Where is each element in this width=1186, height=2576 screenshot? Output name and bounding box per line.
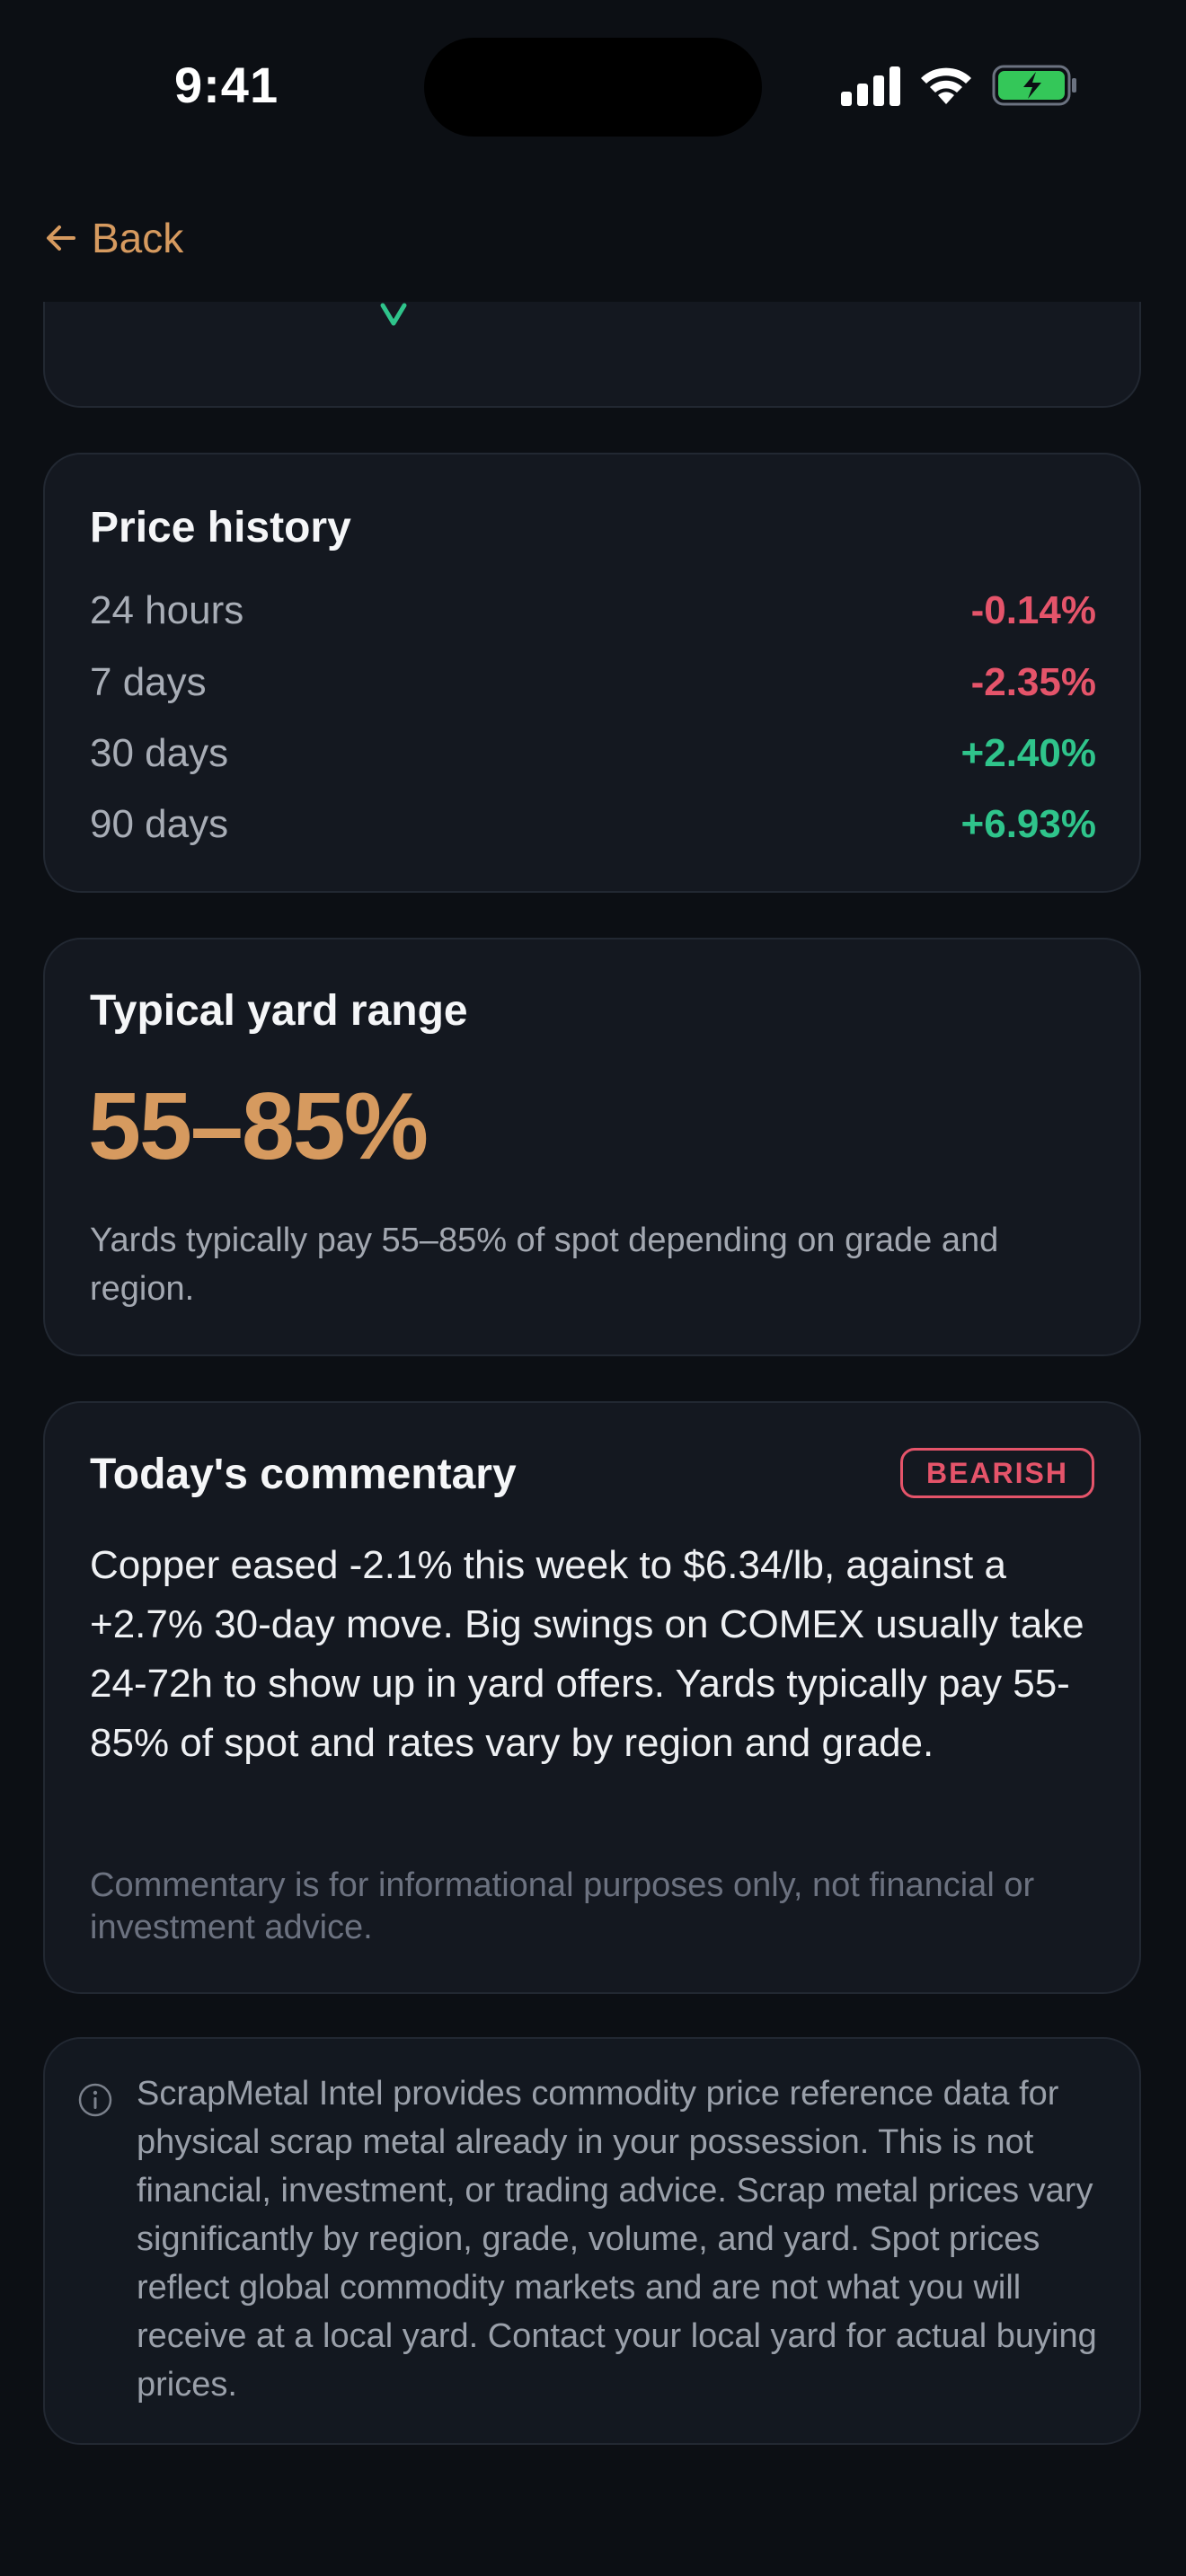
- info-circle-icon: [78, 2083, 112, 2117]
- status-bar: 9:41: [0, 0, 1186, 171]
- history-label: 90 days: [90, 802, 229, 846]
- price-history-title: Price history: [90, 504, 351, 551]
- yard-range-title: Typical yard range: [90, 987, 468, 1035]
- history-row-7d: 7 days -2.35%: [90, 656, 1096, 710]
- history-label: 7 days: [90, 660, 207, 704]
- history-row-90d: 90 days +6.93%: [90, 798, 1096, 851]
- history-value: +6.93%: [960, 802, 1096, 846]
- chevron-down-icon: [380, 303, 407, 326]
- back-button[interactable]: Back: [43, 207, 183, 269]
- history-row-24h: 24 hours -0.14%: [90, 584, 1096, 638]
- commentary-disclaimer: Commentary is for informational purposes…: [90, 1866, 1035, 1946]
- history-row-30d: 30 days +2.40%: [90, 727, 1096, 781]
- history-value: +2.40%: [960, 731, 1096, 775]
- arrow-left-icon: [47, 225, 75, 251]
- legal-disclaimer-text: ScrapMetal Intel provides commodity pric…: [137, 2075, 1097, 2404]
- history-value: -2.35%: [970, 660, 1096, 704]
- battery-charging-icon: [992, 65, 1076, 106]
- yard-range-card: Typical yard range 55–85% Yards typicall…: [43, 938, 1141, 1356]
- price-history-card: Price history 24 hours -0.14% 7 days -2.…: [43, 453, 1141, 893]
- history-label: 30 days: [90, 731, 229, 775]
- history-label: 24 hours: [90, 588, 244, 632]
- status-time: 9:41: [174, 57, 279, 113]
- wifi-icon: [921, 67, 971, 104]
- dynamic-island: [424, 38, 762, 137]
- cellular-signal-icon: [841, 66, 900, 106]
- commentary-title: Today's commentary: [90, 1451, 517, 1498]
- back-label: Back: [92, 215, 184, 261]
- legal-disclaimer-card: ScrapMetal Intel provides commodity pric…: [43, 2037, 1141, 2445]
- yard-range-value: 55–85%: [88, 1073, 429, 1179]
- history-value: -0.14%: [970, 588, 1096, 632]
- yard-range-description: Yards typically pay 55–85% of spot depen…: [90, 1222, 999, 1308]
- sentiment-badge: BEARISH: [899, 1448, 1094, 1498]
- commentary-card: Today's commentary BEARISH Copper eased …: [43, 1401, 1141, 1994]
- commentary-body: Copper eased -2.1% this week to $6.34/lb…: [90, 1543, 1084, 1765]
- nav-bar: Back: [0, 171, 1186, 302]
